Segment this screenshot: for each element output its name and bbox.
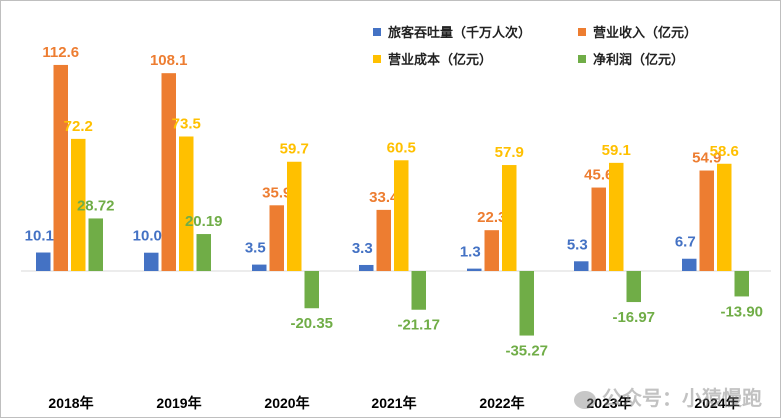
- bar-s2-c4: [502, 165, 517, 271]
- data-label-s1-c6: 54.9: [692, 150, 721, 167]
- category-label-6: 2024年: [694, 395, 739, 411]
- category-label-5: 2023年: [586, 395, 631, 411]
- bar-s2-c5: [609, 162, 624, 271]
- data-label-s1-c1: 108.1: [150, 52, 188, 69]
- bar-s0-c1: [144, 252, 159, 271]
- data-label-s3-c0: 28.72: [77, 197, 115, 214]
- data-label-s2-c6: 58.6: [710, 143, 739, 160]
- category-label-0: 2018年: [48, 395, 93, 411]
- bar-s3-c2: [304, 271, 319, 309]
- data-label-s2-c0: 72.2: [64, 118, 93, 135]
- bar-s0-c6: [682, 258, 697, 271]
- category-label-4: 2022年: [479, 395, 524, 411]
- bar-s3-c6: [734, 271, 749, 297]
- category-label-3: 2021年: [371, 395, 416, 411]
- bar-s0-c0: [36, 252, 51, 271]
- data-label-s1-c4: 22.3: [477, 209, 506, 226]
- bar-s1-c6: [699, 170, 714, 271]
- bar-s3-c0: [88, 218, 103, 271]
- data-label-s0-c5: 5.3: [567, 236, 588, 253]
- data-label-s2-c1: 73.5: [172, 115, 201, 132]
- data-label-s0-c1: 10.0: [133, 228, 162, 245]
- data-label-s1-c5: 45.6: [584, 167, 613, 184]
- category-label-1: 2019年: [156, 395, 201, 411]
- category-label-2: 2020年: [264, 395, 309, 411]
- data-label-s3-c1: 20.19: [185, 213, 223, 230]
- bar-s3-c1: [196, 234, 211, 271]
- data-label-s2-c5: 59.1: [602, 142, 631, 159]
- legend-label-1: 营业收入（亿元）: [593, 25, 697, 41]
- bar-s1-c1: [161, 73, 176, 271]
- bar-s0-c5: [574, 261, 589, 271]
- data-label-s3-c5: -16.97: [612, 309, 655, 326]
- bar-s2-c1: [179, 136, 194, 271]
- data-label-s3-c4: -35.27: [505, 343, 548, 360]
- wechat-icon: [574, 390, 596, 409]
- data-label-s0-c6: 6.7: [675, 234, 696, 251]
- data-label-s3-c3: -21.17: [397, 317, 440, 334]
- legend-label-2: 营业成本（亿元）: [388, 52, 492, 68]
- bar-s2-c0: [71, 138, 86, 271]
- data-label-s0-c0: 10.1: [25, 228, 54, 245]
- bar-s1-c2: [269, 205, 284, 271]
- data-label-s2-c2: 59.7: [280, 141, 309, 158]
- bar-s0-c4: [467, 268, 482, 271]
- bar-s2-c6: [717, 163, 732, 271]
- data-label-s0-c3: 3.3: [352, 240, 373, 257]
- data-label-s0-c2: 3.5: [245, 240, 266, 257]
- bar-s1-c3: [376, 209, 391, 271]
- bar-s3-c4: [519, 271, 534, 336]
- data-label-s2-c3: 60.5: [387, 139, 416, 156]
- legend-swatch-0: [373, 28, 381, 36]
- data-label-s2-c4: 57.9: [495, 144, 524, 161]
- bar-s1-c5: [591, 187, 606, 271]
- data-label-s1-c2: 35.9: [262, 184, 291, 201]
- bar-s3-c3: [411, 271, 426, 310]
- bar-s0-c2: [252, 264, 267, 271]
- data-label-s1-c0: 112.6: [42, 44, 79, 61]
- data-label-s3-c2: -20.35: [290, 315, 333, 332]
- bar-s1-c0: [53, 64, 68, 271]
- legend-label-0: 旅客吞吐量（千万人次）: [388, 25, 531, 41]
- legend-swatch-2: [373, 55, 381, 63]
- bar-s1-c4: [484, 230, 499, 271]
- bar-s3-c5: [626, 271, 641, 303]
- legend-swatch-3: [578, 55, 586, 63]
- watermark: 公众号：小猿慢跑: [574, 382, 762, 411]
- bar-s2-c2: [287, 161, 302, 271]
- data-label-s0-c4: 1.3: [460, 244, 481, 261]
- bar-s2-c3: [394, 160, 409, 271]
- data-label-s1-c3: 33.4: [369, 189, 399, 206]
- legend-swatch-1: [578, 28, 586, 36]
- data-label-s3-c6: -13.90: [720, 303, 763, 320]
- legend-label-3: 净利润（亿元）: [593, 52, 684, 68]
- watermark-text: 公众号：小猿慢跑: [602, 386, 762, 410]
- bar-s0-c3: [359, 264, 374, 271]
